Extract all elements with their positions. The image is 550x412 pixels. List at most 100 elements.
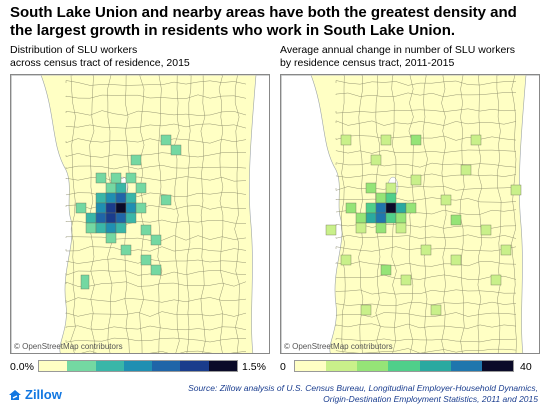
source-line1: Source: Zillow analysis of U.S. Census B… — [188, 383, 538, 393]
census-tract — [115, 182, 127, 194]
census-tract — [385, 192, 397, 204]
tract-line — [70, 75, 76, 353]
census-tract — [140, 254, 152, 266]
left-panel-subtitle: Distribution of SLU workers across censu… — [10, 44, 190, 70]
tract-line — [335, 348, 517, 353]
census-tract — [470, 134, 482, 146]
census-tract — [385, 212, 397, 224]
census-tract — [115, 222, 127, 234]
lake-washington-water — [519, 75, 539, 353]
census-tract — [370, 154, 382, 166]
census-tract — [85, 222, 97, 234]
census-tract — [130, 154, 142, 166]
census-tract — [420, 244, 432, 256]
legend-swatch — [180, 361, 209, 371]
census-tract — [95, 192, 107, 204]
census-tract — [480, 224, 492, 236]
tract-line — [234, 75, 240, 353]
left-map: © OpenStreetMap contributors — [10, 74, 270, 354]
tract-line — [65, 110, 247, 116]
census-tract — [125, 212, 137, 224]
tract-line — [335, 108, 517, 114]
left-subtitle-line2: across census tract of residence, 2015 — [10, 57, 190, 69]
census-tract — [365, 212, 377, 224]
census-tract — [95, 222, 107, 234]
census-tract — [75, 202, 87, 214]
legend-swatch — [326, 361, 358, 371]
tract-line — [218, 75, 224, 353]
census-tract — [105, 182, 117, 194]
census-tract — [430, 304, 442, 316]
census-tract — [105, 232, 117, 244]
tract-line — [496, 75, 502, 353]
census-tract — [395, 202, 407, 214]
tract-line — [65, 311, 247, 317]
tract-line — [65, 80, 247, 86]
tract-line — [335, 261, 517, 267]
census-tract — [115, 202, 127, 214]
left-subtitle-line1: Distribution of SLU workers — [10, 44, 138, 56]
census-tract — [125, 192, 137, 204]
tract-line — [65, 246, 247, 252]
legend-swatch — [481, 361, 513, 371]
tract-line — [335, 312, 517, 318]
census-tract — [160, 134, 172, 146]
tract-line — [186, 75, 192, 353]
tract-line — [65, 325, 247, 331]
census-tract — [460, 164, 472, 176]
tract-boundaries — [65, 75, 247, 353]
tract-line — [65, 94, 247, 99]
census-tract — [440, 194, 452, 206]
census-tract — [80, 274, 90, 290]
map-border — [281, 75, 539, 353]
right-legend-min: 0 — [280, 361, 286, 373]
zillow-logo: Zillow — [8, 387, 62, 402]
census-tract — [95, 212, 107, 224]
census-tract — [375, 202, 387, 214]
tract-line — [441, 75, 447, 353]
tract-line — [200, 75, 206, 353]
zillow-house-icon — [9, 389, 21, 400]
right-subtitle-line1: Average annual change in number of SLU w… — [280, 44, 516, 56]
census-tract — [105, 202, 117, 214]
right-legend-max: 40 — [520, 361, 532, 373]
census-tract — [510, 184, 522, 196]
census-tract — [150, 234, 162, 246]
tract-line — [335, 323, 517, 329]
tract-line — [157, 75, 163, 353]
census-tract — [135, 202, 147, 214]
census-tract — [450, 254, 462, 266]
legend-swatch — [67, 361, 96, 371]
tract-line — [89, 75, 95, 353]
census-tract — [105, 222, 117, 234]
right-subtitle-line2: by residence census tract, 2011-2015 — [280, 57, 455, 69]
census-tract — [105, 212, 117, 224]
census-tract — [115, 212, 127, 224]
tract-line — [65, 138, 247, 144]
census-tract — [385, 202, 397, 214]
census-tract — [340, 134, 352, 146]
right-map: © OpenStreetMap contributors — [280, 74, 540, 354]
legend-swatch — [39, 361, 68, 371]
tract-line — [341, 75, 346, 353]
census-tract — [375, 192, 387, 204]
census-tract — [95, 202, 107, 214]
census-tract — [125, 202, 137, 214]
source-line2: Origin-Destination Employment Statistics… — [323, 394, 538, 404]
census-tract — [95, 172, 107, 184]
tract-line — [335, 149, 517, 154]
census-tract — [345, 202, 357, 214]
legend-swatch — [123, 361, 153, 371]
census-tract — [325, 224, 337, 236]
census-tract — [110, 172, 122, 184]
legend-swatch — [208, 361, 237, 371]
right-legend: 0 40 — [280, 360, 545, 374]
right-panel-subtitle: Average annual change in number of SLU w… — [280, 44, 515, 70]
left-map-svg — [11, 75, 269, 353]
tract-line — [335, 162, 517, 168]
census-tract — [355, 212, 367, 224]
tract-line — [335, 120, 517, 126]
puget-sound-water — [281, 75, 343, 353]
tract-line — [422, 75, 428, 353]
tract-line — [65, 176, 247, 182]
